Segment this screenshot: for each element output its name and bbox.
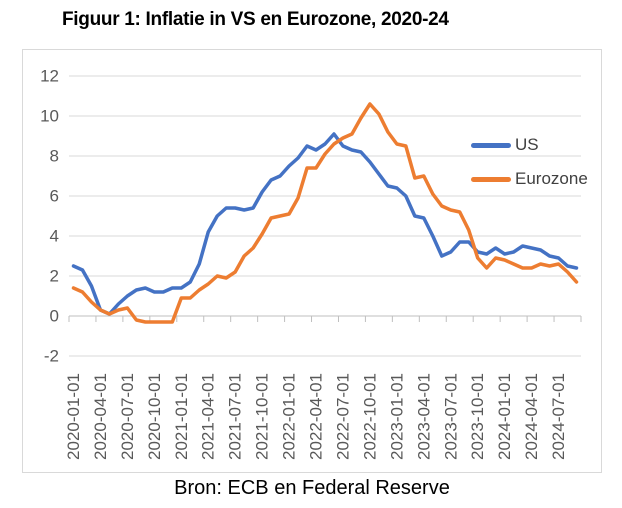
x-axis-tick-label: 2024-04-01 [522,373,541,460]
y-axis-tick-label: 8 [50,147,59,166]
x-axis-tick-label: 2023-04-01 [414,373,433,460]
x-axis-tick-label: 2020-04-01 [91,373,110,460]
x-axis-tick-label: 2020-10-01 [145,373,164,460]
x-axis-tick-label: 2021-01-01 [172,373,191,460]
y-axis-tick-label: 2 [50,267,59,286]
x-axis-tick-label: 2020-01-01 [64,373,83,460]
y-axis-tick-label: 4 [50,227,59,246]
y-axis-tick-label: -2 [44,347,59,366]
x-axis-tick-label: 2022-07-01 [333,373,352,460]
x-axis-tick-label: 2022-04-01 [307,373,326,460]
x-axis-tick-label: 2024-07-01 [549,373,568,460]
x-axis-tick-label: 2021-10-01 [253,373,272,460]
legend-item-us: US [471,135,539,155]
y-axis-tick-label: 6 [50,187,59,206]
y-axis-tick-label: 12 [40,67,59,86]
source-caption: Bron: ECB en Federal Reserve [174,477,450,499]
x-axis-tick-label: 2023-07-01 [441,373,460,460]
x-axis-tick-label: 2023-01-01 [387,373,406,460]
x-axis-tick-label: 2021-07-01 [226,373,245,460]
legend-line-eurozone-icon [471,176,511,182]
series-line-eurozone [71,102,579,324]
legend-label-eurozone: Eurozone [515,169,588,188]
inflation-chart: -2 0 2 4 6 8 10 12 2020-01-01 2020-04-01 2020-07-0… [22,49,602,473]
x-axis-tick-label: 2020-07-01 [118,373,137,460]
x-axis-tick-label: 2023-10-01 [468,373,487,460]
x-axis-tick-label: 2021-04-01 [199,373,218,460]
x-axis-tick-label: 2024-01-01 [495,373,514,460]
x-axis-tick-label: 2022-01-01 [280,373,299,460]
figure-title: Figuur 1: Inflatie in VS en Eurozone, 20… [62,9,449,30]
series-line-us [71,132,579,316]
chart-canvas: -2 0 2 4 6 8 10 12 2020-01-01 2020-04-01 2020-07-0… [40,67,582,460]
legend-item-eurozone: Eurozone [471,169,588,189]
x-axis-tick-label: 2022-10-01 [360,373,379,460]
y-axis-tick-label: 10 [40,107,59,126]
legend-label-us: US [515,135,539,154]
legend-line-us-icon [471,142,511,148]
y-axis-tick-label: 0 [50,307,59,326]
